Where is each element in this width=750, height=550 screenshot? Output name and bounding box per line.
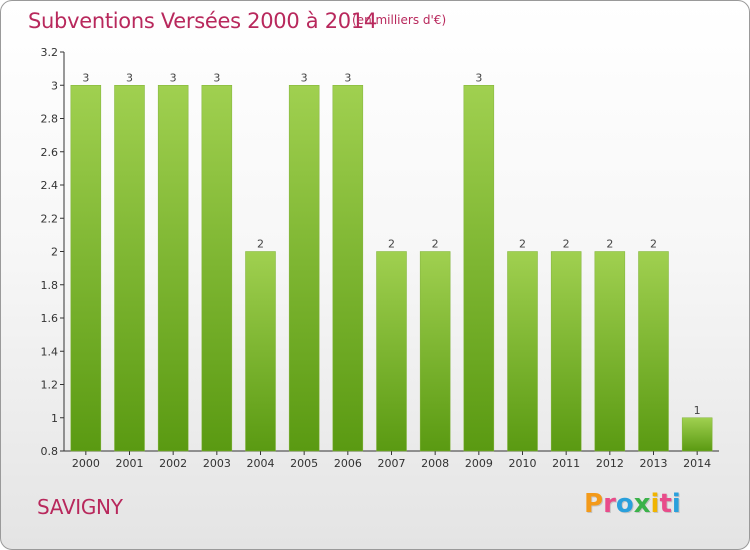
data-label: 3: [475, 71, 482, 84]
x-tick-label: 2007: [378, 457, 406, 470]
bar: [288, 85, 320, 452]
y-tick-label: 1.2: [41, 379, 59, 392]
bar: [114, 85, 145, 452]
bar: [376, 251, 407, 452]
x-tick-label: 2002: [159, 457, 187, 470]
y-tick-label: 3.2: [41, 46, 59, 59]
y-tick-label: 2.6: [41, 146, 59, 159]
y-axis: 0.8 1 1.2 1.4 1.6 1.8 2 2.2 2.4 2.6 2.8 3 3.2: [41, 46, 65, 458]
data-label: 2: [432, 238, 439, 251]
x-tick-label: 2006: [334, 457, 362, 470]
chart-units: (en milliers d'€): [352, 13, 447, 27]
x-tick-label: 2004: [247, 457, 275, 470]
y-tick-label: 1.6: [41, 312, 59, 325]
x-tick-label: 2011: [552, 457, 580, 470]
data-label: 3: [170, 71, 177, 84]
x-axis: 2000 2001 2002 2003 2004 2005 2006 2007 2008 2009…: [64, 450, 719, 470]
brand-letter: o: [615, 489, 634, 519]
brand-letter: i: [650, 489, 660, 519]
y-tick-label: 1.8: [41, 279, 59, 292]
x-tick-label: 2005: [290, 457, 318, 470]
x-tick-label: 2003: [203, 457, 231, 470]
x-tick-label: 2010: [509, 457, 537, 470]
value-labels: 3 3 3 3 2 3 3 2 2 3 2 2 2 2 1: [82, 71, 700, 417]
y-tick-label: 1.4: [41, 345, 59, 358]
y-tick-label: 2.4: [41, 179, 59, 192]
bar: [245, 251, 276, 452]
y-tick-label: 1: [51, 412, 58, 425]
x-tick-label: 2000: [72, 457, 100, 470]
bar: [463, 85, 495, 452]
data-label: 3: [344, 71, 351, 84]
bar: [332, 85, 364, 452]
data-label: 2: [257, 238, 264, 251]
bar: [157, 85, 189, 452]
brand-letter: x: [633, 489, 651, 519]
x-tick-label: 2008: [421, 457, 449, 470]
brand-letter: t: [659, 489, 672, 519]
y-tick-label: 2.8: [41, 113, 59, 126]
data-label: 1: [694, 404, 701, 417]
data-label: 2: [606, 238, 613, 251]
data-label: 2: [650, 238, 657, 251]
y-tick-label: 2: [51, 246, 58, 259]
bars: [70, 85, 713, 452]
bar: [201, 85, 233, 452]
bar: [681, 417, 713, 452]
data-label: 3: [82, 71, 89, 84]
x-tick-label: 2014: [683, 457, 711, 470]
brand-logo: Proxiti: [584, 489, 681, 519]
x-tick-label: 2013: [640, 457, 668, 470]
chart-title: Subventions Versées 2000 à 2014: [28, 9, 377, 33]
y-tick-label: 2.2: [41, 212, 59, 225]
bar: [594, 251, 626, 452]
bar: [70, 85, 102, 452]
y-tick-label: 0.8: [41, 445, 59, 458]
data-label: 2: [388, 238, 395, 251]
bar: [550, 251, 582, 452]
x-tick-label: 2009: [465, 457, 493, 470]
brand-letter: i: [671, 489, 681, 519]
data-label: 2: [563, 238, 570, 251]
data-label: 2: [519, 238, 526, 251]
location-label: SAVIGNY: [37, 495, 123, 519]
data-label: 3: [301, 71, 308, 84]
bar: [507, 251, 538, 452]
y-tick-label: 3: [51, 79, 58, 92]
bar: [419, 251, 451, 452]
data-label: 3: [213, 71, 220, 84]
brand-letter: P: [584, 489, 604, 519]
x-tick-label: 2001: [116, 457, 144, 470]
bar: [638, 251, 669, 452]
data-label: 3: [126, 71, 133, 84]
brand-letter: r: [603, 489, 616, 519]
x-tick-label: 2012: [596, 457, 624, 470]
